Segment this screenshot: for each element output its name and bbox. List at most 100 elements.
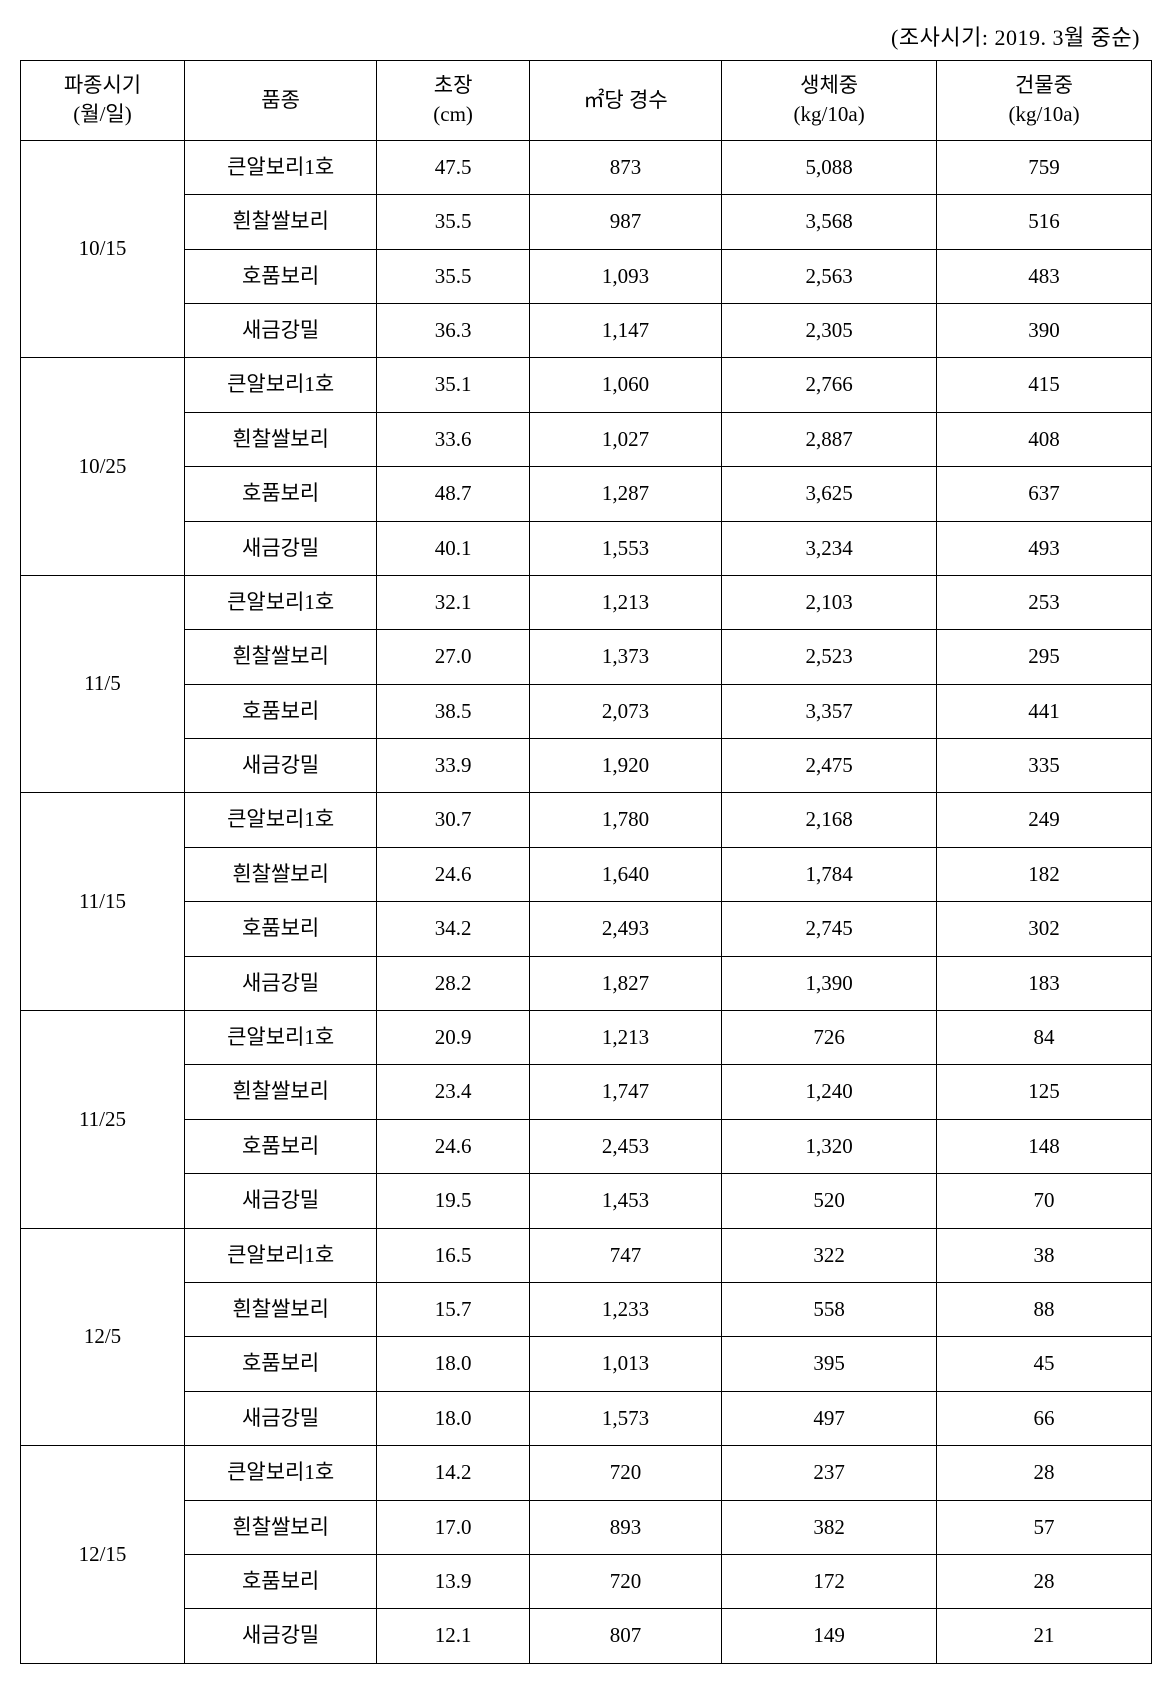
cell-variety: 흰찰쌀보리 xyxy=(184,1282,376,1336)
table-row: 흰찰쌀보리15.71,23355888 xyxy=(21,1282,1152,1336)
table-row: 새금강밀18.01,57349766 xyxy=(21,1391,1152,1445)
table-row: 12/5큰알보리1호16.574732238 xyxy=(21,1228,1152,1282)
cell-height: 33.6 xyxy=(377,412,530,466)
table-row: 새금강밀40.11,5533,234493 xyxy=(21,521,1152,575)
cell-fresh: 520 xyxy=(722,1174,937,1228)
cell-fresh: 3,568 xyxy=(722,195,937,249)
cell-dry: 493 xyxy=(937,521,1152,575)
cell-variety: 새금강밀 xyxy=(184,739,376,793)
cell-stems: 720 xyxy=(529,1446,721,1500)
cell-fresh: 2,475 xyxy=(722,739,937,793)
cell-height: 28.2 xyxy=(377,956,530,1010)
cell-stems: 2,453 xyxy=(529,1119,721,1173)
header-height-line2: (cm) xyxy=(383,100,523,129)
cell-stems: 1,453 xyxy=(529,1174,721,1228)
header-variety: 품종 xyxy=(184,61,376,141)
cell-stems: 1,027 xyxy=(529,412,721,466)
cell-stems: 1,553 xyxy=(529,521,721,575)
cell-fresh: 2,523 xyxy=(722,630,937,684)
table-row: 새금강밀28.21,8271,390183 xyxy=(21,956,1152,1010)
cell-dry: 57 xyxy=(937,1500,1152,1554)
cell-variety: 새금강밀 xyxy=(184,956,376,1010)
cell-height: 24.6 xyxy=(377,847,530,901)
cell-height: 35.1 xyxy=(377,358,530,412)
cell-stems: 1,920 xyxy=(529,739,721,793)
cell-fresh: 726 xyxy=(722,1011,937,1065)
cell-fresh: 149 xyxy=(722,1609,937,1663)
cell-variety: 큰알보리1호 xyxy=(184,793,376,847)
cell-variety: 호품보리 xyxy=(184,902,376,956)
cell-height: 33.9 xyxy=(377,739,530,793)
cell-dry: 637 xyxy=(937,467,1152,521)
table-row: 흰찰쌀보리35.59873,568516 xyxy=(21,195,1152,249)
cell-stems: 1,640 xyxy=(529,847,721,901)
cell-fresh: 2,305 xyxy=(722,303,937,357)
cell-date: 12/15 xyxy=(21,1446,185,1664)
table-row: 새금강밀36.31,1472,305390 xyxy=(21,303,1152,357)
cell-height: 38.5 xyxy=(377,684,530,738)
cell-stems: 1,147 xyxy=(529,303,721,357)
table-row: 11/25큰알보리1호20.91,21372684 xyxy=(21,1011,1152,1065)
cell-stems: 893 xyxy=(529,1500,721,1554)
cell-stems: 720 xyxy=(529,1554,721,1608)
header-dry: 건물중 (kg/10a) xyxy=(937,61,1152,141)
cell-stems: 1,213 xyxy=(529,1011,721,1065)
table-row: 호품보리13.972017228 xyxy=(21,1554,1152,1608)
table-row: 호품보리38.52,0733,357441 xyxy=(21,684,1152,738)
cell-variety: 큰알보리1호 xyxy=(184,1228,376,1282)
table-row: 흰찰쌀보리23.41,7471,240125 xyxy=(21,1065,1152,1119)
cell-fresh: 5,088 xyxy=(722,140,937,194)
cell-dry: 253 xyxy=(937,575,1152,629)
table-caption: (조사시기: 2019. 3월 중순) xyxy=(20,20,1152,52)
cell-variety: 호품보리 xyxy=(184,1554,376,1608)
cell-date: 12/5 xyxy=(21,1228,185,1446)
cell-variety: 큰알보리1호 xyxy=(184,1446,376,1500)
table-row: 흰찰쌀보리24.61,6401,784182 xyxy=(21,847,1152,901)
cell-stems: 1,093 xyxy=(529,249,721,303)
cell-stems: 987 xyxy=(529,195,721,249)
table-row: 흰찰쌀보리33.61,0272,887408 xyxy=(21,412,1152,466)
cell-height: 47.5 xyxy=(377,140,530,194)
cell-stems: 2,493 xyxy=(529,902,721,956)
table-row: 새금강밀12.180714921 xyxy=(21,1609,1152,1663)
cell-fresh: 1,390 xyxy=(722,956,937,1010)
cell-stems: 2,073 xyxy=(529,684,721,738)
cell-height: 34.2 xyxy=(377,902,530,956)
cell-stems: 1,233 xyxy=(529,1282,721,1336)
cell-fresh: 322 xyxy=(722,1228,937,1282)
cell-stems: 1,060 xyxy=(529,358,721,412)
cell-variety: 흰찰쌀보리 xyxy=(184,1500,376,1554)
cell-dry: 295 xyxy=(937,630,1152,684)
cell-variety: 큰알보리1호 xyxy=(184,358,376,412)
cell-fresh: 172 xyxy=(722,1554,937,1608)
cell-dry: 183 xyxy=(937,956,1152,1010)
cell-height: 13.9 xyxy=(377,1554,530,1608)
cell-dry: 302 xyxy=(937,902,1152,956)
table-row: 호품보리35.51,0932,563483 xyxy=(21,249,1152,303)
cell-stems: 1,747 xyxy=(529,1065,721,1119)
table-row: 12/15큰알보리1호14.272023728 xyxy=(21,1446,1152,1500)
cell-dry: 28 xyxy=(937,1554,1152,1608)
table-row: 호품보리18.01,01339545 xyxy=(21,1337,1152,1391)
cell-fresh: 3,234 xyxy=(722,521,937,575)
cell-height: 15.7 xyxy=(377,1282,530,1336)
cell-dry: 408 xyxy=(937,412,1152,466)
cell-variety: 흰찰쌀보리 xyxy=(184,630,376,684)
cell-dry: 441 xyxy=(937,684,1152,738)
cell-variety: 새금강밀 xyxy=(184,1609,376,1663)
cell-variety: 큰알보리1호 xyxy=(184,1011,376,1065)
cell-variety: 호품보리 xyxy=(184,249,376,303)
cell-height: 32.1 xyxy=(377,575,530,629)
cell-variety: 새금강밀 xyxy=(184,521,376,575)
cell-variety: 새금강밀 xyxy=(184,1174,376,1228)
cell-height: 24.6 xyxy=(377,1119,530,1173)
cell-height: 27.0 xyxy=(377,630,530,684)
cell-stems: 1,827 xyxy=(529,956,721,1010)
cell-height: 48.7 xyxy=(377,467,530,521)
cell-dry: 415 xyxy=(937,358,1152,412)
header-fresh-line1: 생체중 xyxy=(800,73,858,97)
cell-dry: 28 xyxy=(937,1446,1152,1500)
header-stems: ㎡당 경수 xyxy=(529,61,721,141)
cell-variety: 호품보리 xyxy=(184,684,376,738)
table-row: 호품보리34.22,4932,745302 xyxy=(21,902,1152,956)
